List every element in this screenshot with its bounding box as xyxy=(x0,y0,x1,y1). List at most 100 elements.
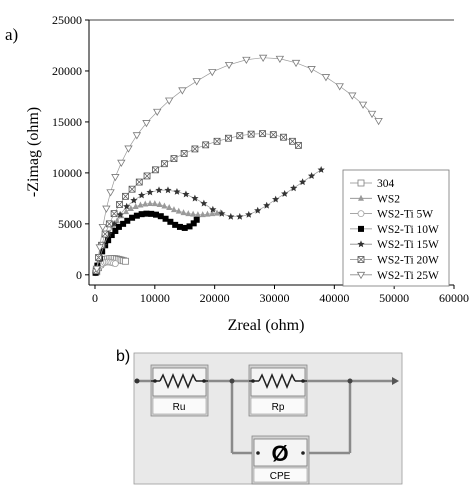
data-point xyxy=(124,217,131,224)
data-point xyxy=(242,56,251,65)
legend-marker xyxy=(358,225,364,232)
terminal-left xyxy=(134,378,140,384)
nyquist-chart: 0 10000 20000 30000 40000 50000 60000 0 5000 100… xyxy=(25,13,469,334)
legend-entry: 304 xyxy=(350,178,395,190)
resistor-rp[interactable]: Rp xyxy=(248,364,308,417)
data-point xyxy=(307,66,316,74)
resistor-zigzag-icon xyxy=(159,373,197,389)
data-point xyxy=(105,220,113,228)
data-point xyxy=(127,205,134,212)
data-point xyxy=(180,209,187,216)
data-point xyxy=(95,244,104,252)
series-ws2-ti-25w xyxy=(92,54,383,273)
data-point xyxy=(178,87,187,95)
data-point xyxy=(236,212,244,220)
data-point xyxy=(190,220,197,227)
y-axis-label: -Zimag (ohm) xyxy=(25,107,42,197)
y-tick-label: 25000 xyxy=(52,13,82,27)
legend-entry: WS2-Ti 15W xyxy=(350,239,439,251)
data-point xyxy=(295,141,302,149)
data-point xyxy=(117,159,126,167)
data-point xyxy=(138,191,146,199)
data-point xyxy=(209,205,217,213)
data-point xyxy=(143,210,150,217)
data-point xyxy=(166,204,173,211)
x-tick-label: 30000 xyxy=(259,291,289,305)
data-point xyxy=(245,210,253,218)
legend-marker xyxy=(357,210,365,218)
data-point xyxy=(101,230,109,238)
data-point xyxy=(110,210,118,218)
resistor-zigzag-icon xyxy=(258,373,296,389)
data-point xyxy=(258,54,268,63)
data-point xyxy=(153,211,160,218)
data-point xyxy=(167,218,174,225)
data-point xyxy=(146,188,154,196)
data-point xyxy=(124,145,133,153)
data-point xyxy=(275,55,285,64)
data-point xyxy=(116,210,124,218)
resistor-ru[interactable]: Ru xyxy=(150,364,209,417)
equivalent-circuit: Ru Rp Ø CPE xyxy=(133,352,403,485)
legend-marker xyxy=(357,179,365,187)
data-point xyxy=(199,211,206,218)
legend-entry: WS2 xyxy=(350,193,400,205)
x-tick-label: 10000 xyxy=(140,291,170,305)
data-point xyxy=(254,206,262,214)
data-point xyxy=(142,200,149,207)
data-point xyxy=(172,221,179,228)
data-point xyxy=(289,137,296,145)
data-point xyxy=(317,166,325,173)
data-point xyxy=(185,210,192,217)
data-point xyxy=(142,120,151,128)
cpe-element[interactable]: Ø CPE xyxy=(251,435,310,485)
data-point xyxy=(263,201,271,209)
data-point xyxy=(138,211,145,218)
data-point xyxy=(321,74,331,82)
data-point xyxy=(208,69,217,77)
data-point xyxy=(115,223,122,230)
node-left xyxy=(229,378,235,384)
data-point xyxy=(129,214,136,221)
data-point xyxy=(92,265,101,273)
data-point xyxy=(190,210,197,217)
data-point xyxy=(194,211,201,218)
data-point xyxy=(98,224,107,232)
resistor-rp-label: Rp xyxy=(272,402,285,413)
data-point xyxy=(348,92,357,100)
data-point xyxy=(191,145,199,153)
panel-b-label: b) xyxy=(116,348,130,365)
data-point xyxy=(135,178,143,186)
data-point xyxy=(218,209,226,217)
data-point xyxy=(106,189,115,197)
data-point xyxy=(192,78,201,86)
data-point xyxy=(181,224,188,231)
data-point xyxy=(247,130,255,138)
data-point xyxy=(116,201,123,208)
data-point xyxy=(202,141,210,149)
data-point xyxy=(259,130,266,138)
y-tick-label: 10000 xyxy=(52,166,82,180)
data-point xyxy=(299,178,307,186)
data-point xyxy=(180,150,188,157)
legend-entry: WS2-Ti 10W xyxy=(350,224,439,236)
legend-label: 304 xyxy=(377,178,395,190)
data-point xyxy=(120,220,127,227)
y-tick-label: 0 xyxy=(76,268,82,282)
data-point xyxy=(170,206,177,213)
x-tick-label: 60000 xyxy=(439,291,469,305)
data-point xyxy=(236,132,244,140)
data-point xyxy=(143,172,151,180)
series-line xyxy=(96,57,379,269)
data-point xyxy=(175,207,182,214)
y-tick-label: 5000 xyxy=(58,217,82,231)
data-point xyxy=(224,61,234,70)
data-point xyxy=(193,216,200,223)
series-line xyxy=(95,133,299,271)
data-point xyxy=(123,208,130,215)
legend: 304 WS2 WS2-Ti 5W WS2-Ti 10W WS2-Ti 15W WS2-T… xyxy=(342,169,450,287)
data-point xyxy=(173,187,181,195)
x-ticks: 0 10000 20000 30000 40000 50000 60000 xyxy=(92,285,469,305)
legend-label: WS2 xyxy=(377,193,400,205)
